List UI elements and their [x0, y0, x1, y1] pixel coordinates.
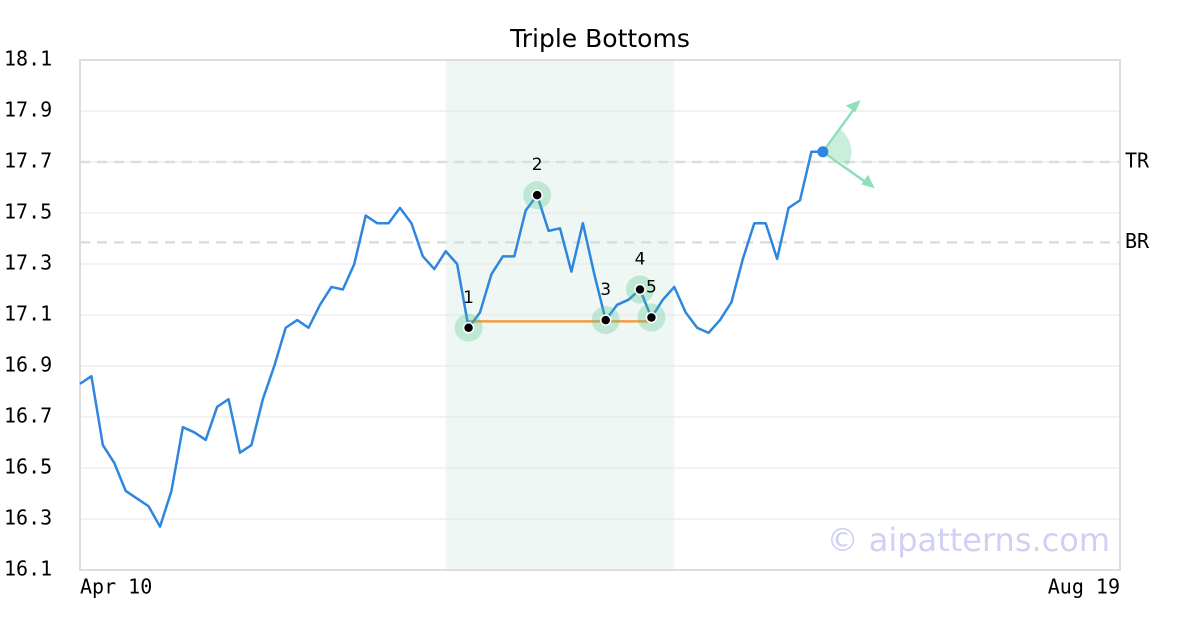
x-tick-label: Apr 10	[80, 575, 152, 599]
y-tick-label: 18.1	[4, 47, 52, 71]
watermark: © aipatterns.com	[827, 521, 1110, 559]
pattern-point	[634, 283, 646, 296]
y-tick-label: 16.9	[4, 353, 52, 377]
pattern-label: 5	[646, 278, 657, 298]
arrow-head	[845, 100, 861, 113]
y-tick-label: 17.3	[4, 251, 52, 275]
level-label: BR	[1125, 229, 1150, 253]
y-tick-label: 16.1	[4, 557, 52, 581]
arrow-head	[861, 174, 875, 189]
y-tick-label: 17.9	[4, 98, 52, 122]
y-tick-label: 17.5	[4, 200, 52, 224]
y-tick-label: 16.7	[4, 404, 52, 428]
pattern-label: 3	[600, 280, 611, 300]
plot-frame	[79, 59, 1121, 571]
y-tick-label: 17.1	[4, 302, 52, 326]
pattern-point	[599, 314, 612, 326]
chart-title: Triple Bottoms	[509, 24, 690, 53]
pattern-point	[531, 189, 543, 201]
last-point	[817, 146, 829, 158]
pattern-point	[462, 322, 475, 334]
pattern-label: 1	[463, 288, 474, 308]
x-tick-label: Aug 19	[1048, 575, 1120, 599]
pattern-label: 2	[532, 155, 543, 175]
pattern-label: 4	[635, 250, 646, 270]
y-tick-label: 17.7	[4, 149, 52, 173]
level-label: TR	[1125, 149, 1150, 173]
y-tick-label: 16.3	[4, 506, 52, 530]
direction-wedge	[822, 128, 852, 166]
direction-arrow	[822, 150, 872, 187]
y-tick-label: 16.5	[4, 455, 52, 479]
price-line	[79, 150, 823, 528]
direction-arrow	[821, 103, 859, 153]
pattern-point	[645, 311, 658, 324]
